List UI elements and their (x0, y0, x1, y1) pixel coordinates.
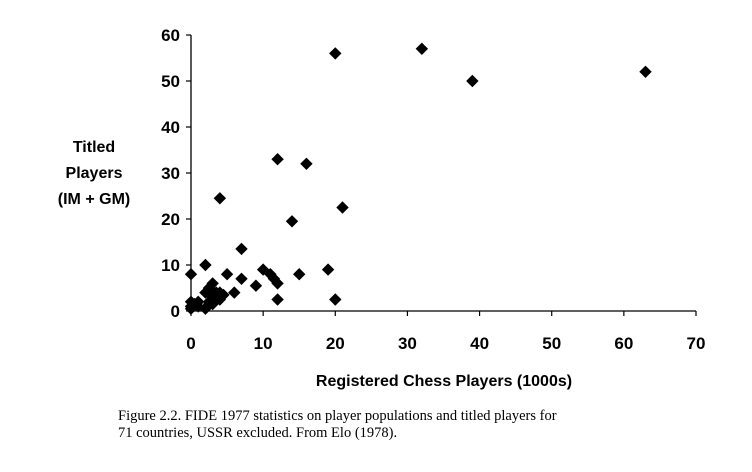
data-point (206, 297, 219, 311)
data-point (235, 242, 248, 256)
caption-line-1: Figure 2.2. FIDE 1977 statistics on play… (118, 408, 557, 424)
data-point (235, 272, 248, 285)
data-points (184, 42, 652, 315)
data-point (271, 153, 284, 166)
data-point (217, 288, 230, 302)
x-tick-label: 30 (398, 334, 417, 353)
y-axis-title-line-2: Players (66, 165, 123, 182)
y-tick-label: 0 (171, 302, 180, 321)
data-point (220, 268, 234, 281)
data-point (466, 74, 479, 88)
data-point (213, 293, 227, 306)
data-point (228, 286, 241, 299)
data-point (415, 42, 429, 55)
data-point (271, 293, 284, 306)
data-point (249, 279, 263, 292)
figure-caption: Figure 2.2. FIDE 1977 statistics on play… (118, 408, 728, 442)
data-point (184, 302, 198, 315)
x-tick-label: 20 (326, 334, 345, 353)
scatter-chart: 0 10 20 30 40 50 60 0 10 20 30 40 50 60 70 Titled Pla… (58, 26, 706, 390)
data-point (213, 192, 227, 205)
y-tick-label: 20 (161, 210, 180, 229)
x-tick-label: 0 (186, 334, 195, 353)
data-point (206, 291, 219, 304)
data-point (293, 268, 306, 281)
data-point (321, 263, 335, 276)
y-axis-title-line-3: (IM + GM) (58, 191, 130, 208)
y-tick-label: 50 (161, 72, 180, 91)
y-tick-label: 30 (161, 164, 180, 183)
data-point (336, 201, 349, 214)
caption-line-2: 71 countries, USSR excluded. From Elo (1… (118, 425, 398, 441)
data-point (639, 65, 652, 78)
y-axis-title-line-1: Titled (73, 139, 115, 156)
y-tick-label: 60 (161, 26, 180, 45)
x-tick-label: 50 (542, 334, 561, 353)
data-point (271, 277, 284, 290)
x-tick-label: 70 (687, 334, 706, 353)
data-point (184, 268, 198, 281)
x-tick-label: 40 (470, 334, 489, 353)
y-tick-label: 40 (161, 118, 180, 137)
data-point (329, 293, 342, 306)
x-axis-title: Registered Chess Players (1000s) (316, 373, 572, 390)
data-point (199, 258, 212, 272)
data-point (206, 277, 219, 290)
y-axis: 0 10 20 30 40 50 60 (161, 26, 192, 321)
data-point (285, 215, 299, 228)
x-tick-label: 10 (254, 334, 273, 353)
data-point (329, 47, 342, 60)
x-axis: 0 10 20 30 40 50 60 70 (186, 310, 706, 353)
data-point (300, 157, 313, 170)
y-tick-label: 10 (161, 256, 180, 275)
x-tick-label: 60 (614, 334, 633, 353)
